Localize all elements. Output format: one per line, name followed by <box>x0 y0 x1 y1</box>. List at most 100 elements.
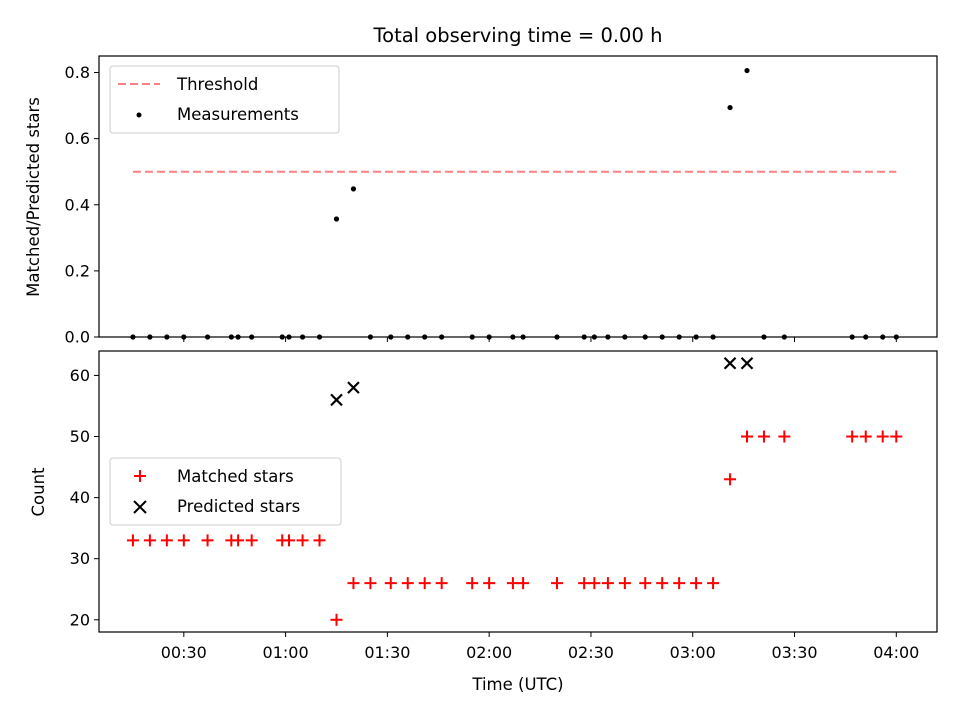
xtick-label: 03:30 <box>771 643 817 662</box>
measurement-point <box>591 334 597 340</box>
legend-measurements-label: Measurements <box>177 105 299 124</box>
bottom-ytick-label: 40 <box>70 488 90 507</box>
measurement-point <box>164 334 170 340</box>
matched-star-point <box>690 577 703 590</box>
predicted-star-point <box>330 393 343 407</box>
measurement-point <box>333 216 340 222</box>
measurement-point <box>279 334 285 340</box>
x-axis-label: Time (UTC) <box>471 675 563 694</box>
matched-star-point <box>618 577 631 590</box>
xtick-label: 01:00 <box>263 643 309 662</box>
matched-star-point <box>890 430 903 443</box>
top-panel: Total observing time = 0.00 h 0.00.20.40… <box>24 24 938 347</box>
xtick-label: 00:30 <box>161 643 207 662</box>
measurement-point <box>744 67 750 74</box>
measurement-point <box>388 334 394 340</box>
measurement-point <box>249 334 255 340</box>
xtick-label: 02:30 <box>568 643 614 662</box>
measurement-point <box>520 334 526 340</box>
bottom-ytick-label: 20 <box>70 610 90 629</box>
matched-star-point <box>126 534 139 547</box>
legend-matched-label: Matched stars <box>177 467 294 486</box>
top-ytick-label: 0.0 <box>65 328 90 347</box>
matched-star-point <box>401 577 414 590</box>
bottom-ytick-label: 30 <box>70 549 90 568</box>
bottom-ytick-label: 50 <box>70 427 90 446</box>
measurement-point <box>622 334 628 340</box>
matched-star-point <box>435 577 448 590</box>
top-y-ticks: 0.0 0.2 0.4 0.6 0.8 <box>65 63 99 347</box>
measurement-point <box>469 334 475 340</box>
matched-star-point <box>741 430 754 443</box>
measurement-point <box>581 334 587 340</box>
matched-star-point <box>673 577 686 590</box>
xtick-label: 01:30 <box>364 643 410 662</box>
matched-star-point <box>724 473 737 486</box>
legend-threshold-label: Threshold <box>176 75 258 94</box>
matched-star-point <box>517 577 530 590</box>
measurement-point <box>316 334 323 340</box>
measurement-point <box>181 334 187 340</box>
measurement-point <box>130 334 136 340</box>
matched-star-point <box>232 534 245 547</box>
top-ytick-label: 0.2 <box>65 261 90 280</box>
measurement-point <box>893 334 899 340</box>
measurement-point <box>659 334 665 340</box>
matched-star-point <box>707 577 720 590</box>
measurement-point <box>439 334 445 340</box>
matched-star-point <box>757 430 770 443</box>
top-ytick-label: 0.8 <box>65 63 90 82</box>
matched-star-point <box>160 534 173 547</box>
measurement-point <box>367 334 374 340</box>
measurement-point <box>727 104 733 111</box>
top-axes-frame <box>98 55 938 338</box>
measurement-point <box>849 334 855 340</box>
matched-star-point <box>778 430 791 443</box>
top-ytick-label: 0.6 <box>65 129 90 148</box>
legend-measurements-swatch <box>136 112 142 118</box>
bottom-legend: Matched stars Predicted stars <box>109 457 342 526</box>
matched-star-point <box>483 577 496 590</box>
matched-star-point <box>846 430 859 443</box>
measurement-point <box>405 334 411 340</box>
measurement-point <box>422 334 428 340</box>
bottom-series <box>126 356 903 626</box>
measurement-point <box>228 334 234 340</box>
measurement-point <box>554 334 560 340</box>
measurement-point <box>781 334 787 340</box>
legend-predicted-swatch <box>133 500 147 514</box>
matched-star-point <box>296 534 309 547</box>
measurement-point <box>605 334 611 340</box>
legend-predicted-label: Predicted stars <box>177 497 300 516</box>
predicted-star-point <box>723 356 737 370</box>
measurement-point <box>286 334 292 340</box>
matched-star-point <box>859 430 872 443</box>
matched-star-point <box>282 534 295 547</box>
chart-title: Total observing time = 0.00 h <box>373 24 663 47</box>
measurement-point <box>147 334 153 340</box>
measurement-point <box>235 334 241 340</box>
matched-star-point <box>418 577 431 590</box>
matched-star-point <box>313 534 326 547</box>
top-series <box>130 67 899 340</box>
matched-star-point <box>177 534 190 547</box>
measurement-point <box>510 334 516 340</box>
matched-star-point <box>578 577 591 590</box>
predicted-star-point <box>740 356 754 370</box>
top-legend: Threshold Measurements <box>109 65 340 134</box>
bottom-y-ticks: 20 30 40 50 60 <box>70 366 99 629</box>
measurement-point <box>642 334 648 340</box>
top-legend-box <box>109 65 340 134</box>
predicted-star-point <box>347 381 360 394</box>
matched-star-point <box>639 577 652 590</box>
matched-star-point <box>876 430 889 443</box>
measurement-point <box>486 334 492 340</box>
matched-star-point <box>466 577 479 590</box>
matched-star-point <box>364 577 377 590</box>
measurement-point <box>676 334 682 340</box>
measurement-point <box>710 334 716 340</box>
matched-star-point <box>601 577 614 590</box>
bottom-legend-box <box>109 457 342 526</box>
matched-star-point <box>656 577 669 590</box>
